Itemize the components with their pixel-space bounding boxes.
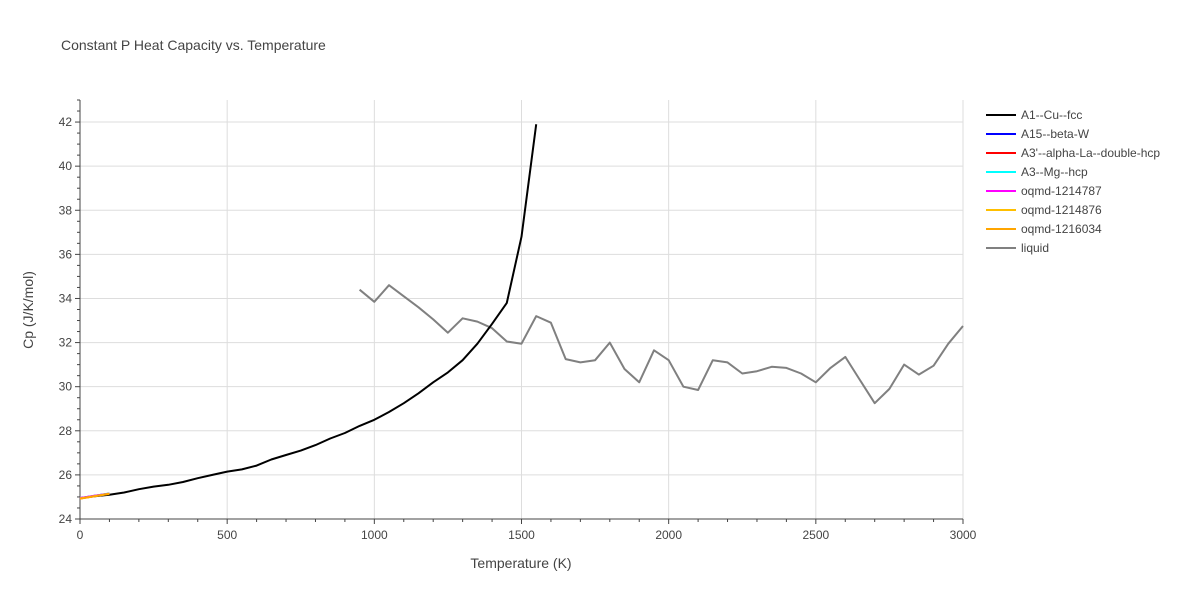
y-tick-label: 24: [59, 512, 73, 526]
axes: [75, 99, 964, 524]
legend-label: oqmd-1216034: [1021, 222, 1102, 236]
y-tick-label: 28: [59, 424, 73, 438]
x-tick-labels: 0 500 1000 1500 2000 2500 3000: [77, 528, 977, 542]
x-tick-label: 1500: [508, 528, 535, 542]
plot-area: [79, 124, 964, 500]
legend-label: oqmd-1214876: [1021, 203, 1102, 217]
grid-lines: [80, 100, 964, 519]
y-tick-label: 26: [59, 468, 73, 482]
y-tick-label: 42: [59, 115, 73, 129]
y-tick-label: 34: [59, 291, 73, 305]
series-line-oqmd-1216034: [79, 492, 110, 500]
y-tick-label: 36: [59, 247, 73, 261]
legend-label: A15--beta-W: [1021, 127, 1090, 141]
legend-label: A1--Cu--fcc: [1021, 108, 1082, 122]
legend-item[interactable]: oqmd-1216034: [986, 222, 1102, 236]
legend-item[interactable]: A3--Mg--hcp: [986, 165, 1088, 179]
legend-label: oqmd-1214787: [1021, 184, 1102, 198]
chart-title: Constant P Heat Capacity vs. Temperature: [61, 37, 326, 53]
y-tick-label: 40: [59, 159, 73, 173]
legend-item[interactable]: A3'--alpha-La--double-hcp: [986, 146, 1160, 160]
y-tick-label: 32: [59, 336, 73, 350]
y-tick-label: 38: [59, 203, 73, 217]
legend-label: A3--Mg--hcp: [1021, 165, 1088, 179]
series-line-liquid: [358, 284, 964, 405]
legend-item[interactable]: A15--beta-W: [986, 127, 1090, 141]
x-tick-label: 2500: [802, 528, 829, 542]
legend-item[interactable]: oqmd-1214787: [986, 184, 1102, 198]
x-tick-label: 3000: [950, 528, 977, 542]
legend-item[interactable]: A1--Cu--fcc: [986, 108, 1082, 122]
x-axis-title: Temperature (K): [470, 555, 571, 571]
legend-label: liquid: [1021, 241, 1049, 255]
y-axis-title: Cp (J/K/mol): [20, 271, 36, 349]
y-tick-labels: 24 26 28 30 32 34 36 38 40 42: [59, 115, 73, 526]
legend-item[interactable]: oqmd-1214876: [986, 203, 1102, 217]
x-tick-label: 1000: [361, 528, 388, 542]
x-tick-label: 0: [77, 528, 84, 542]
legend-item[interactable]: liquid: [986, 241, 1049, 255]
legend-label: A3'--alpha-La--double-hcp: [1021, 146, 1160, 160]
legend[interactable]: A1--Cu--fcc A15--beta-W A3'--alpha-La--dou…: [986, 108, 1160, 255]
x-tick-label: 500: [217, 528, 237, 542]
x-tick-label: 2000: [655, 528, 682, 542]
series-line-A1--Cu--fcc: [79, 124, 538, 500]
y-tick-label: 30: [59, 380, 73, 394]
